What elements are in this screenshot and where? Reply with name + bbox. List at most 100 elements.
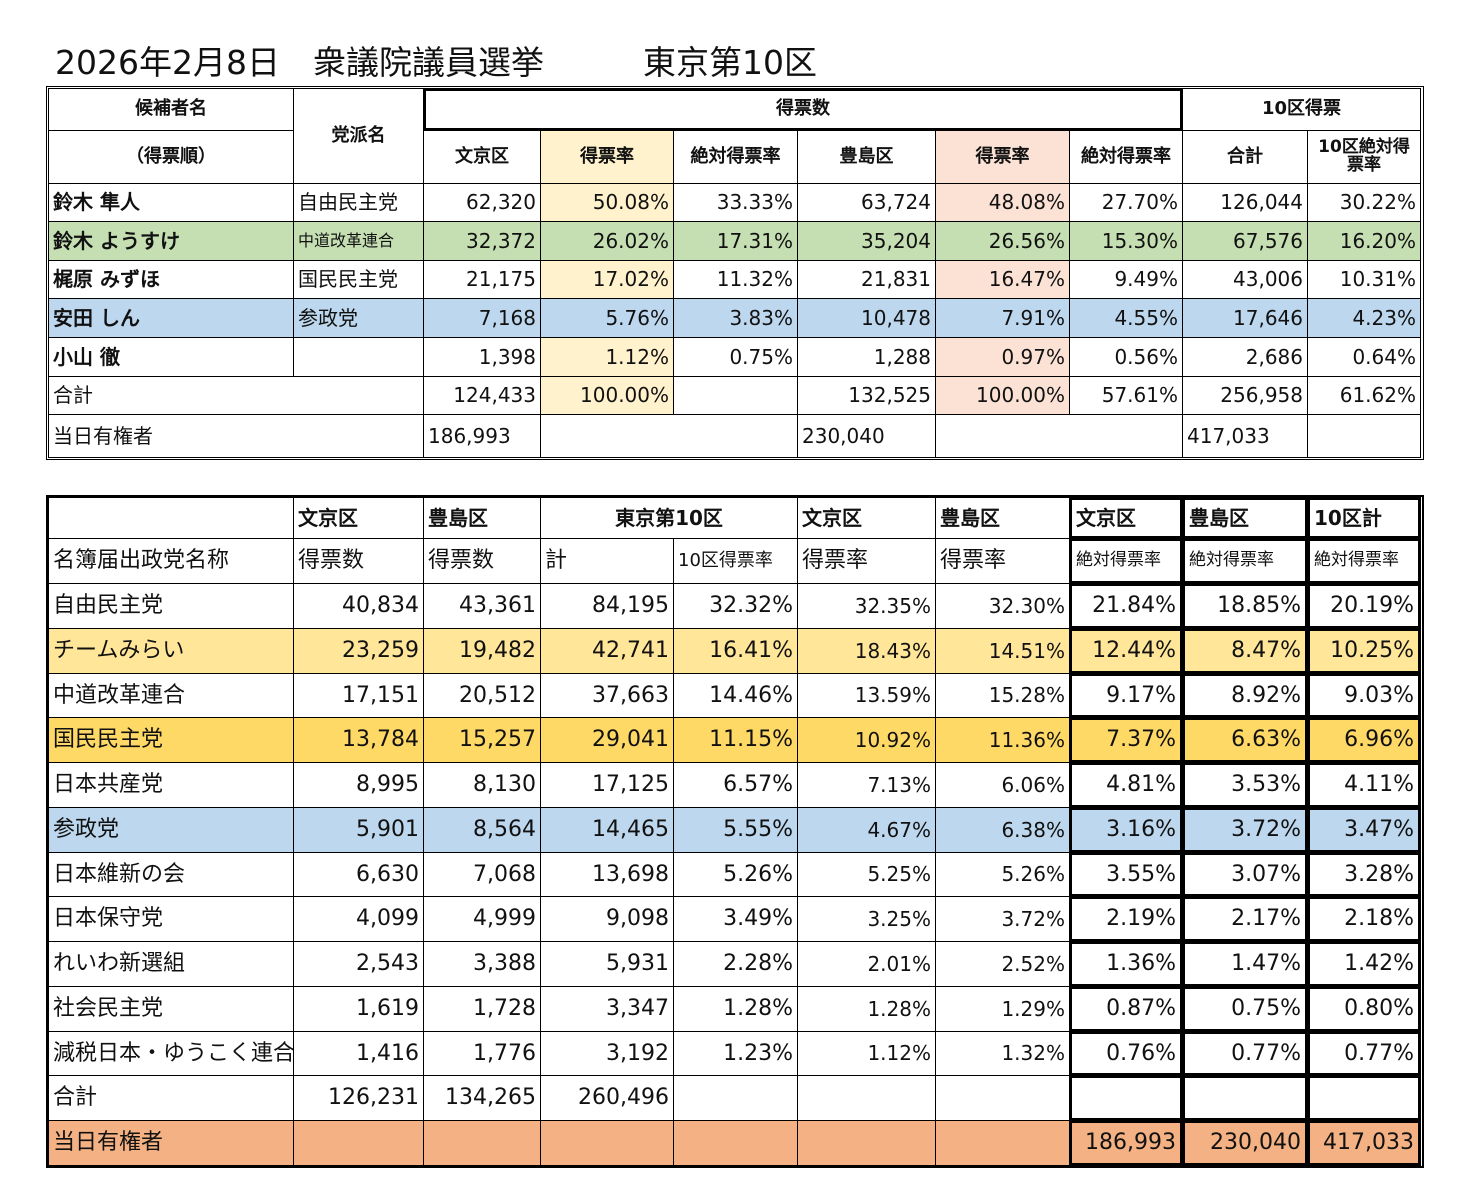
value-cell: 48.08%	[935, 183, 1070, 222]
value-cell: 6.63%	[1182, 717, 1308, 763]
row-label: 国民民主党	[48, 717, 294, 763]
value-cell: 43,361	[423, 583, 541, 629]
column-header: 得票率	[797, 538, 936, 584]
value-cell: 35,204	[797, 221, 936, 261]
value-cell: 1,776	[423, 1031, 541, 1076]
value-cell: 0.75%	[1182, 986, 1308, 1032]
value-cell: 100.00%	[935, 376, 1070, 415]
value-cell: 62,320	[423, 183, 541, 222]
value-cell: 2.18%	[1307, 896, 1421, 942]
value-cell: 1.47%	[1182, 941, 1308, 987]
value-cell	[1307, 1075, 1421, 1121]
header-cell: 東京第10区	[540, 497, 798, 539]
header-cell: 得票数	[423, 88, 1183, 131]
value-cell: 2,543	[293, 941, 424, 987]
value-cell: 10.25%	[1307, 628, 1421, 674]
value-cell: 3.53%	[1182, 762, 1308, 808]
value-cell: 13,784	[293, 717, 424, 763]
value-cell: 1,416	[293, 1031, 424, 1076]
value-cell: 21,831	[797, 260, 936, 299]
value-cell: 21.84%	[1069, 583, 1183, 629]
value-cell: 42,741	[540, 628, 674, 674]
value-cell: 10,478	[797, 298, 936, 338]
value-cell: 4.11%	[1307, 762, 1421, 808]
value-cell: 0.75%	[673, 337, 798, 377]
value-cell: 7.13%	[797, 762, 936, 808]
value-cell: 0.56%	[1069, 337, 1183, 377]
empty-cell	[935, 1120, 1070, 1166]
value-cell: 15.30%	[1069, 221, 1183, 261]
row-label: 日本共産党	[48, 762, 294, 808]
value-cell: 2.19%	[1069, 896, 1183, 942]
value-cell: 4.23%	[1307, 298, 1421, 338]
empty-cell	[797, 1120, 936, 1166]
value-cell: 1,398	[423, 337, 541, 377]
value-cell: 230,040	[1182, 1120, 1308, 1166]
column-header: 絶対得票率	[1069, 538, 1183, 584]
value-cell: 14,465	[540, 807, 674, 853]
value-cell: 17.31%	[673, 221, 798, 261]
value-cell: 0.77%	[1307, 1031, 1421, 1076]
value-cell: 37,663	[540, 673, 674, 718]
value-cell: 11.36%	[935, 717, 1070, 763]
value-cell: 1.28%	[797, 986, 936, 1032]
column-header: 絶対得票率	[1069, 130, 1183, 184]
value-cell: 1,288	[797, 337, 936, 377]
empty-cell	[673, 1120, 798, 1166]
value-cell: 18.43%	[797, 628, 936, 674]
value-cell: 11.15%	[673, 717, 798, 763]
value-cell: 417,033	[1307, 1120, 1421, 1166]
row-label: 中道改革連合	[48, 673, 294, 718]
value-cell: 126,231	[293, 1075, 424, 1121]
column-header: 10区得票率	[673, 538, 798, 584]
value-cell: 2.17%	[1182, 896, 1308, 942]
value-cell: 43,006	[1182, 260, 1308, 299]
row-label: 合計	[48, 1075, 294, 1121]
value-cell: 230,040	[797, 414, 936, 458]
row-label: 日本維新の会	[48, 852, 294, 897]
value-cell: 20.19%	[1307, 583, 1421, 629]
empty-cell	[423, 1120, 541, 1166]
value-cell: 15.28%	[935, 673, 1070, 718]
header-cell: 候補者名	[48, 88, 294, 131]
value-cell: 256,958	[1182, 376, 1308, 415]
header-cell: 文京区	[797, 497, 936, 539]
header-cell: 豊島区	[423, 497, 541, 539]
value-cell: 13.59%	[797, 673, 936, 718]
value-cell: 7.37%	[1069, 717, 1183, 763]
value-cell: 417,033	[1182, 414, 1308, 458]
value-cell: 5.25%	[797, 852, 936, 897]
value-cell: 61.62%	[1307, 376, 1421, 415]
header-cell: （得票順）	[48, 130, 294, 184]
value-cell: 5,901	[293, 807, 424, 853]
value-cell: 18.85%	[1182, 583, 1308, 629]
value-cell: 2.52%	[935, 941, 1070, 987]
value-cell: 2.28%	[673, 941, 798, 987]
value-cell: 0.76%	[1069, 1031, 1183, 1076]
value-cell: 32,372	[423, 221, 541, 261]
column-header: 得票数	[423, 538, 541, 584]
value-cell: 67,576	[1182, 221, 1308, 261]
value-cell: 63,724	[797, 183, 936, 222]
value-cell: 32.32%	[673, 583, 798, 629]
value-cell: 20,512	[423, 673, 541, 718]
value-cell: 32.35%	[797, 583, 936, 629]
value-cell	[1182, 1075, 1308, 1121]
column-header: 絶対得票率	[1307, 538, 1421, 584]
value-cell	[1069, 1075, 1183, 1121]
row-label: 合計	[48, 376, 424, 415]
column-header: 絶対得票率	[1182, 538, 1308, 584]
value-cell: 16.41%	[673, 628, 798, 674]
value-cell: 14.51%	[935, 628, 1070, 674]
value-cell: 3.47%	[1307, 807, 1421, 853]
value-cell: 9.49%	[1069, 260, 1183, 299]
row-label: 鈴木 隼人	[48, 183, 294, 222]
value-cell: 5.76%	[540, 298, 674, 338]
value-cell: 5.55%	[673, 807, 798, 853]
value-cell	[935, 414, 1183, 458]
value-cell: 3,192	[540, 1031, 674, 1076]
value-cell: 132,525	[797, 376, 936, 415]
value-cell: 126,044	[1182, 183, 1308, 222]
empty-cell	[293, 1120, 424, 1166]
value-cell: 0.64%	[1307, 337, 1421, 377]
